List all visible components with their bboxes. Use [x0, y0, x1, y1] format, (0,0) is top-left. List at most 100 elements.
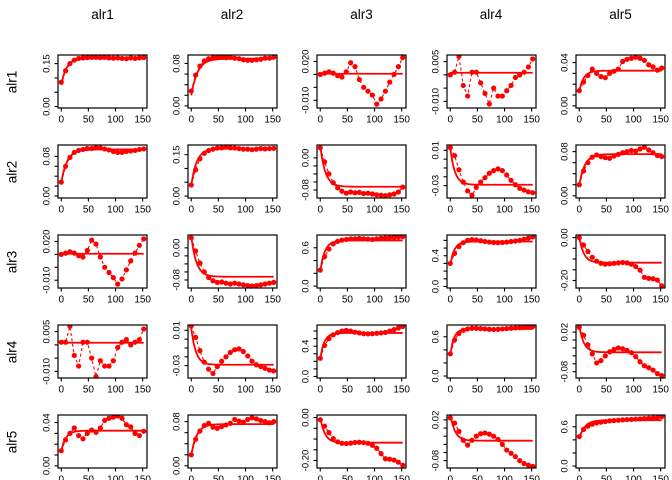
panel-alr2-alr2: 0.00 0.15 0 50 100 150 [171, 144, 281, 216]
data-point [128, 258, 134, 264]
data-point [115, 55, 121, 61]
data-point [576, 234, 582, 241]
data-point [369, 442, 375, 448]
data-point [352, 329, 358, 335]
data-point [123, 422, 129, 428]
data-point [339, 440, 345, 446]
data-point [611, 417, 617, 424]
data-point [209, 278, 216, 284]
data-point [343, 236, 349, 243]
data-point [188, 452, 194, 458]
data-point [646, 62, 652, 68]
data-point [447, 260, 453, 267]
data-point [529, 234, 535, 240]
y-tick-label: 0.02 [430, 411, 441, 430]
data-point [468, 192, 475, 198]
data-point [128, 148, 134, 154]
data-point [581, 332, 587, 338]
data-point [67, 249, 73, 255]
data-point [611, 346, 617, 353]
data-point [581, 79, 587, 85]
data-point [136, 55, 142, 61]
data-point [201, 150, 207, 156]
data-point [330, 436, 336, 442]
data-point [201, 359, 207, 365]
x-tick-label: 100 [496, 475, 513, 480]
x-tick-label: 150 [264, 385, 281, 396]
data-point [141, 428, 147, 434]
data-point [330, 332, 336, 338]
x-tick-label: 0 [188, 205, 194, 216]
data-point [270, 145, 276, 151]
x-tick-label: 100 [366, 295, 383, 306]
data-point [227, 349, 233, 355]
data-point [261, 365, 268, 371]
data-point [499, 441, 505, 447]
y-tick-label: 0.01 [171, 321, 182, 340]
data-point [607, 261, 613, 267]
data-point [507, 238, 514, 245]
data-point [67, 324, 73, 329]
data-point [339, 74, 345, 80]
x-tick-label: 150 [393, 385, 410, 396]
data-point [270, 279, 276, 285]
data-point [477, 326, 483, 332]
data-point [89, 355, 95, 361]
data-point [261, 419, 268, 425]
data-point [209, 424, 216, 430]
data-point [248, 147, 255, 153]
x-tick-label: 50 [212, 295, 224, 306]
data-point [123, 148, 129, 155]
plot-box [186, 324, 278, 379]
data-point [192, 167, 198, 173]
data-point [654, 371, 660, 377]
data-point [209, 370, 216, 377]
data-point [89, 427, 95, 433]
plot-box [316, 54, 407, 109]
data-point [507, 177, 514, 183]
x-tick-label: 0 [317, 115, 323, 126]
plot-box [186, 414, 278, 469]
data-point [529, 463, 535, 469]
data-point [503, 88, 509, 94]
data-point [339, 237, 345, 243]
data-point [654, 67, 660, 73]
data-point [576, 88, 582, 94]
x-tick-label: 0 [576, 385, 582, 396]
data-point [460, 82, 466, 89]
fit-line [189, 57, 274, 96]
data-point [348, 440, 354, 446]
data-point [248, 57, 255, 63]
data-point [335, 439, 341, 445]
x-tick-label: 100 [625, 295, 642, 306]
data-point [525, 64, 531, 70]
data-point [71, 149, 77, 156]
data-point [659, 65, 665, 71]
data-point [326, 69, 332, 75]
col-title-alr2: alr2 [220, 7, 244, 22]
data-point [71, 352, 77, 359]
data-point [106, 363, 112, 369]
plot-box [445, 234, 537, 289]
data-point [106, 55, 112, 61]
data-point [455, 167, 462, 173]
sample-line [61, 238, 145, 286]
data-point [257, 363, 263, 370]
panel-alr3-alr2: -0.08 0.00 0 50 100 150 [171, 234, 281, 306]
data-point [93, 374, 99, 379]
data-point [589, 154, 595, 160]
y-tick-label: -0.03 [171, 355, 182, 377]
data-point [455, 54, 462, 59]
data-point [244, 353, 250, 359]
x-tick-label: 100 [107, 475, 124, 480]
data-point [594, 420, 600, 426]
data-point [348, 236, 354, 242]
plot-box [57, 414, 148, 469]
y-tick-label: 0.00 [301, 408, 312, 427]
row-title-alr4: alr4 [4, 340, 20, 363]
data-point [343, 440, 349, 447]
data-point [222, 354, 229, 360]
x-tick-label: 0 [317, 475, 323, 480]
data-point [659, 414, 665, 420]
data-point [464, 442, 470, 448]
